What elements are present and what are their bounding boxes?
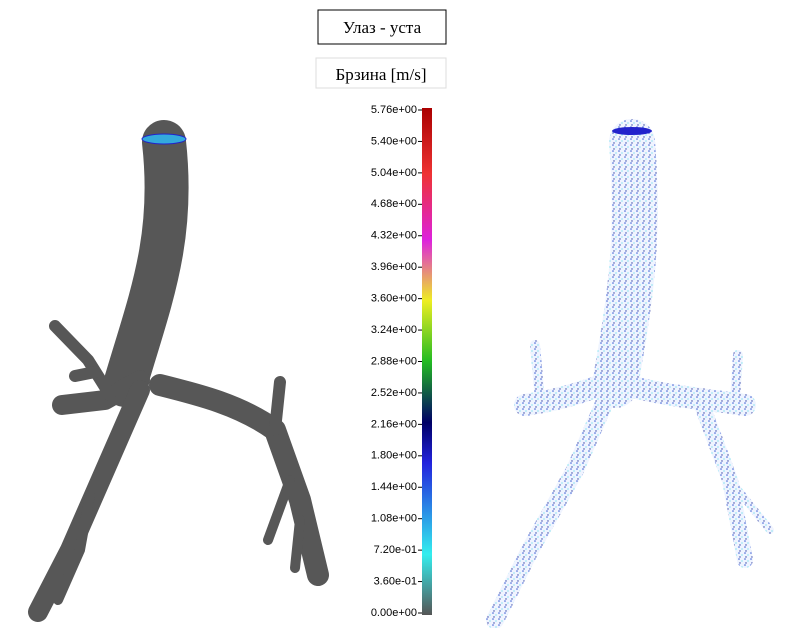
colorbar-tick-label: 4.32e+00 bbox=[371, 230, 417, 242]
title: Улаз - уста bbox=[343, 18, 422, 37]
colorbar-tick-label: 2.88e+00 bbox=[371, 355, 417, 367]
colorbar-tick-label: 7.20e-01 bbox=[374, 544, 417, 556]
airway-surface bbox=[28, 120, 329, 622]
colorbar-tick-label: 1.80e+00 bbox=[371, 450, 417, 462]
colorbar bbox=[422, 108, 432, 615]
colorbar-tick-label: 3.24e+00 bbox=[371, 324, 417, 336]
inlet-particles bbox=[612, 127, 652, 135]
colorbar-tick-label: 1.08e+00 bbox=[371, 513, 417, 525]
colorbar-tick-label: 5.76e+00 bbox=[371, 104, 417, 116]
colorbar-tick-label: 3.60e+00 bbox=[371, 293, 417, 305]
title-box bbox=[317, 9, 447, 45]
label-box bbox=[315, 57, 447, 89]
inlet bbox=[141, 133, 187, 145]
colorbar-tick-label: 5.04e+00 bbox=[371, 167, 417, 179]
airway-particles bbox=[486, 119, 774, 628]
colorbar-tick-label: 3.96e+00 bbox=[371, 261, 417, 273]
colorbar-tick-label: 3.60e-01 bbox=[374, 575, 417, 587]
colorbar-label: Брзина [m/s] bbox=[335, 65, 426, 84]
colorbar-tick-label: 2.16e+00 bbox=[371, 418, 417, 430]
colorbar-tick-label: 4.68e+00 bbox=[371, 198, 417, 210]
colorbar-tick-label: 1.44e+00 bbox=[371, 481, 417, 493]
colorbar-tick-label: 2.52e+00 bbox=[371, 387, 417, 399]
colorbar-tick-label: 5.40e+00 bbox=[371, 135, 417, 147]
colorbar-tick-label: 0.00e+00 bbox=[371, 607, 417, 619]
